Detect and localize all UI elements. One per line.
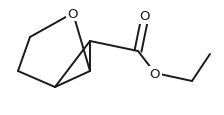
Text: O: O — [140, 10, 150, 23]
Text: O: O — [68, 7, 78, 20]
Text: O: O — [150, 68, 160, 81]
